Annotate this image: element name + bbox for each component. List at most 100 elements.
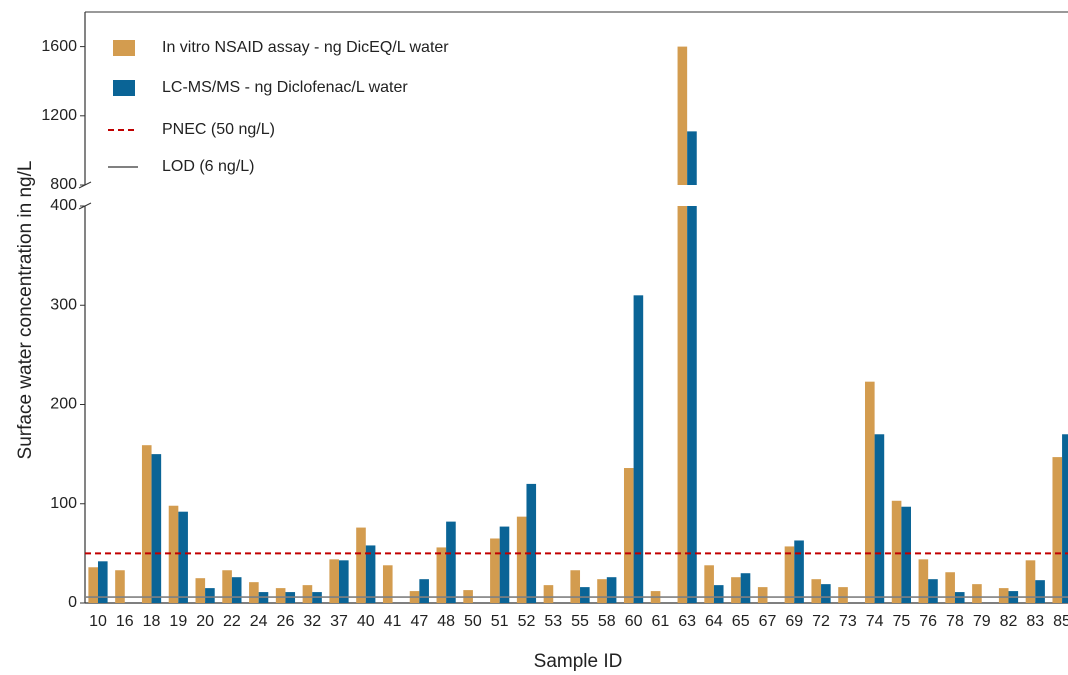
x-tick-label: 72 [812, 613, 830, 630]
bar [382, 565, 393, 603]
x-tick-label: 64 [705, 613, 723, 630]
x-tick-label: 69 [785, 613, 803, 630]
x-tick-label: 19 [169, 613, 187, 630]
bar [874, 434, 885, 603]
bar [275, 588, 286, 603]
x-tick-label: 32 [303, 613, 321, 630]
bar [302, 585, 313, 603]
bar [141, 445, 152, 603]
x-tick-label: 65 [732, 613, 750, 630]
bar [339, 560, 349, 603]
bar [168, 505, 179, 603]
bar [436, 547, 447, 603]
x-tick-label: 61 [651, 613, 669, 630]
legend-swatch [113, 80, 135, 96]
bar [195, 578, 206, 603]
x-tick-label: 50 [464, 613, 482, 630]
bar [88, 567, 98, 603]
legend-label: LC-MS/MS - ng Diclofenac/L water [162, 79, 408, 96]
y-tick-label: 200 [50, 396, 77, 413]
bar [231, 577, 242, 603]
bar [205, 588, 215, 603]
x-tick-label: 78 [946, 613, 964, 630]
legend-label: In vitro NSAID assay - ng DicEQ/L water [162, 39, 449, 56]
bar [891, 500, 902, 603]
y-tick-label: 1600 [41, 38, 77, 55]
bar [178, 511, 188, 603]
bar [1025, 560, 1036, 603]
bar [97, 561, 108, 603]
bar [151, 454, 162, 603]
bar [1052, 457, 1063, 603]
bar [865, 381, 875, 603]
x-tick-label: 16 [116, 613, 134, 630]
x-tick-label: 75 [892, 613, 910, 630]
x-tick-label: 67 [759, 613, 777, 630]
bar [499, 526, 510, 603]
bar [998, 588, 1009, 603]
x-tick-label: 79 [973, 613, 991, 630]
bar [677, 46, 688, 185]
x-tick-label: 85 [1053, 613, 1068, 630]
legend-label: PNEC (50 ng/L) [162, 121, 275, 138]
x-tick-label: 55 [571, 613, 589, 630]
bar [1062, 434, 1068, 603]
bar [329, 559, 340, 603]
bar [811, 579, 822, 603]
bar [543, 585, 554, 603]
x-tick-label: 51 [491, 613, 509, 630]
bar [918, 559, 929, 603]
bar [704, 565, 714, 603]
bar [606, 577, 617, 603]
x-tick-label: 53 [544, 613, 562, 630]
y-tick-label: 400 [50, 197, 77, 214]
bar [356, 527, 366, 603]
x-tick-label: 24 [250, 613, 268, 630]
x-tick-label: 18 [143, 613, 161, 630]
x-tick-label: 74 [866, 613, 884, 630]
bar [821, 584, 831, 603]
bar [687, 206, 697, 603]
bar [633, 295, 644, 603]
bar [516, 516, 527, 603]
bar [928, 579, 938, 603]
x-tick-label: 52 [518, 613, 536, 630]
x-tick-label: 10 [89, 613, 107, 630]
y-tick-label: 1200 [41, 107, 77, 124]
x-tick-label: 40 [357, 613, 375, 630]
bar [901, 506, 911, 603]
bar [1035, 580, 1045, 603]
y-tick-label: 100 [50, 495, 77, 512]
x-tick-label: 47 [410, 613, 428, 630]
y-tick-label: 800 [50, 176, 77, 193]
x-tick-label: 63 [678, 613, 696, 630]
bar [115, 570, 125, 603]
bar [580, 587, 590, 603]
bar [945, 572, 955, 603]
bar [784, 546, 795, 603]
x-tick-label: 60 [625, 613, 643, 630]
bar [687, 131, 697, 185]
bar [731, 577, 741, 603]
bar [419, 579, 429, 603]
bar [597, 579, 607, 603]
bar [838, 587, 848, 603]
x-tick-label: 76 [919, 613, 937, 630]
bar [570, 570, 581, 603]
x-tick-label: 58 [598, 613, 616, 630]
bar [222, 570, 232, 603]
legend-label: LOD (6 ng/L) [162, 158, 254, 175]
bar [972, 584, 982, 603]
bar [249, 582, 259, 603]
bar [623, 468, 634, 603]
y-axis-title: Surface water concentration in ng/L [15, 161, 36, 460]
x-tick-label: 37 [330, 613, 348, 630]
bar [446, 521, 456, 603]
legend-swatch [113, 40, 135, 56]
x-tick-label: 41 [384, 613, 402, 630]
y-tick-label: 300 [50, 296, 77, 313]
x-tick-label: 83 [1026, 613, 1044, 630]
x-tick-label: 48 [437, 613, 455, 630]
x-tick-label: 73 [839, 613, 857, 630]
